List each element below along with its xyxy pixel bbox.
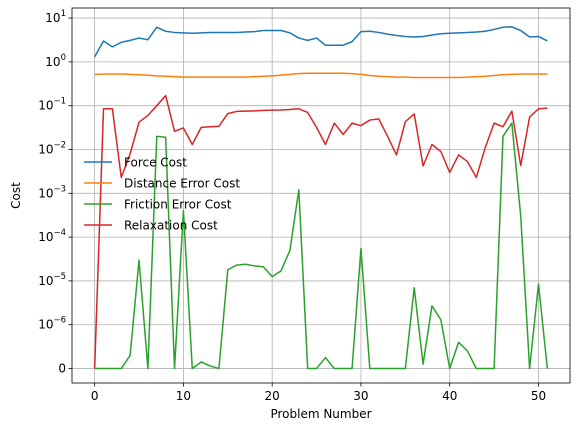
y-tick-label: 0	[58, 362, 66, 376]
series-line-force-cost	[93, 26, 548, 58]
y-axis-label: Cost	[9, 182, 23, 209]
series-line-distance-error-cost	[94, 72, 548, 79]
legend: Force Cost Distance Error Cost Friction Er…	[84, 156, 240, 233]
x-tick-label: 10	[176, 389, 191, 403]
x-axis-label: Problem Number	[270, 407, 371, 421]
x-axis-ticks: 0 10 20 30 40 50	[91, 383, 546, 403]
series-line-friction-error-cost	[94, 122, 549, 370]
x-tick-label: 0	[91, 389, 99, 403]
x-tick-label: 20	[265, 389, 280, 403]
legend-label-relaxation-cost: Relaxation Cost	[124, 219, 218, 233]
x-tick-label: 50	[531, 389, 546, 403]
plot-frame	[71, 7, 571, 384]
x-tick-label: 30	[353, 389, 368, 403]
legend-label-force-cost: Force Cost	[124, 156, 187, 170]
x-tick-label: 40	[442, 389, 457, 403]
grid-lines	[72, 8, 570, 383]
legend-label-distance-error-cost: Distance Error Cost	[124, 177, 240, 191]
series-line-relaxation-cost	[93, 94, 548, 369]
legend-label-friction-error-cost: Friction Error Cost	[124, 198, 232, 212]
series-layer	[93, 26, 549, 370]
